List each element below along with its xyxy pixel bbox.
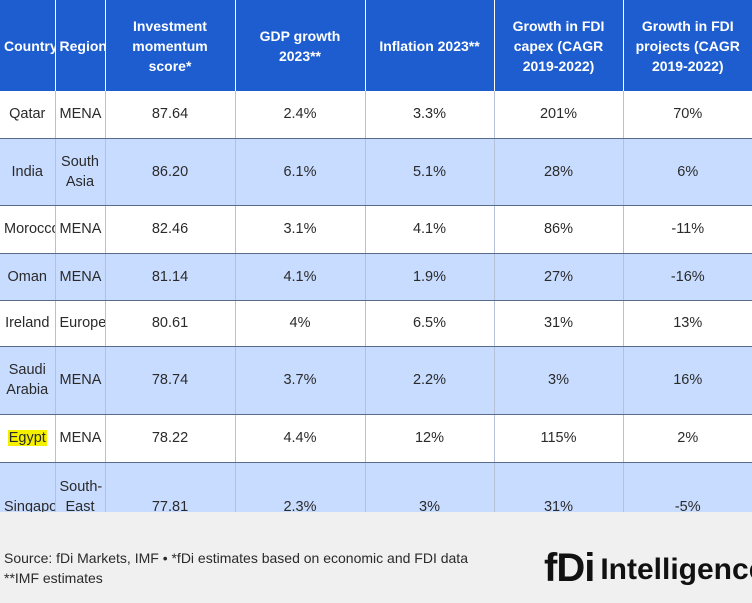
cell-gdp: 2.4% bbox=[235, 91, 366, 139]
cell-capex: 31% bbox=[494, 300, 624, 347]
cell-country: Qatar bbox=[0, 91, 56, 139]
cell-projects: 6% bbox=[623, 138, 752, 206]
cell-region: Europe bbox=[55, 300, 106, 347]
cell-gdp: 4.4% bbox=[235, 414, 366, 463]
cell-score: 81.14 bbox=[105, 253, 236, 301]
fdi-intelligence-logo: fDi Intelligence bbox=[544, 542, 752, 588]
cell-capex: 3% bbox=[494, 346, 624, 415]
cell-inflation: 12% bbox=[365, 414, 495, 463]
cell-inflation: 1.9% bbox=[365, 253, 495, 301]
cell-gdp: 2.3% bbox=[235, 462, 366, 512]
cell-score: 87.64 bbox=[105, 91, 236, 139]
cell-score: 80.61 bbox=[105, 300, 236, 347]
estimates-note: **IMF estimates bbox=[4, 570, 103, 586]
cell-capex: 27% bbox=[494, 253, 624, 301]
cell-inflation: 4.1% bbox=[365, 205, 495, 254]
table-row: India South Asia 86.20 6.1% 5.1% 28% 6% bbox=[0, 138, 752, 206]
cell-inflation: 3.3% bbox=[365, 91, 495, 139]
cell-gdp: 4.1% bbox=[235, 253, 366, 301]
source-note: Source: fDi Markets, IMF • *fDi estimate… bbox=[4, 548, 514, 588]
cell-region: MENA bbox=[55, 91, 106, 139]
header-investment-score: Investment momentum score* bbox=[105, 0, 236, 91]
header-fdi-projects-growth: Growth in FDI projects (CAGR 2019-2022) bbox=[623, 0, 752, 91]
cell-score: 77.81 bbox=[105, 462, 236, 512]
cell-projects: 2% bbox=[623, 414, 752, 463]
cell-country: Oman bbox=[0, 253, 56, 301]
cell-inflation: 3% bbox=[365, 462, 495, 512]
source-line: Source: fDi Markets, IMF • *fDi estimate… bbox=[4, 550, 468, 566]
cell-capex: 28% bbox=[494, 138, 624, 206]
cell-region: MENA bbox=[55, 414, 106, 463]
cell-capex: 201% bbox=[494, 91, 624, 139]
cell-country: Singapore bbox=[0, 462, 56, 512]
cell-score: 86.20 bbox=[105, 138, 236, 206]
logo-mark: fDi bbox=[544, 546, 595, 590]
cell-country: Morocco bbox=[0, 205, 56, 254]
table-row: Egypt MENA 78.22 4.4% 12% 115% 2% bbox=[0, 414, 752, 463]
table-row: Morocco MENA 82.46 3.1% 4.1% 86% -11% bbox=[0, 205, 752, 254]
table-row: Oman MENA 81.14 4.1% 1.9% 27% -16% bbox=[0, 253, 752, 301]
cell-score: 82.46 bbox=[105, 205, 236, 254]
header-region: Region bbox=[55, 0, 106, 91]
ranking-table-viewport: Country Region Investment momentum score… bbox=[0, 0, 752, 512]
cell-projects: 16% bbox=[623, 346, 752, 415]
ranking-table: Country Region Investment momentum score… bbox=[0, 0, 752, 512]
header-country: Country bbox=[0, 0, 56, 91]
table-row: Ireland Europe 80.61 4% 6.5% 31% 13% bbox=[0, 300, 752, 347]
footer: Source: fDi Markets, IMF • *fDi estimate… bbox=[0, 512, 752, 603]
cell-country: India bbox=[0, 138, 56, 206]
cell-region: South-East Asia bbox=[55, 462, 106, 512]
cell-projects: -11% bbox=[623, 205, 752, 254]
cell-projects: -16% bbox=[623, 253, 752, 301]
cell-gdp: 4% bbox=[235, 300, 366, 347]
cell-inflation: 5.1% bbox=[365, 138, 495, 206]
header-fdi-capex-growth: Growth in FDI capex (CAGR 2019-2022) bbox=[494, 0, 624, 91]
cell-country: Saudi Arabia bbox=[0, 346, 56, 415]
cell-score: 78.22 bbox=[105, 414, 236, 463]
cell-gdp: 6.1% bbox=[235, 138, 366, 206]
cell-gdp: 3.1% bbox=[235, 205, 366, 254]
header-inflation: Inflation 2023** bbox=[365, 0, 495, 91]
logo-wordmark: Intelligence bbox=[600, 553, 752, 586]
cell-country: Ireland bbox=[0, 300, 56, 347]
cell-projects: -5% bbox=[623, 462, 752, 512]
cell-inflation: 6.5% bbox=[365, 300, 495, 347]
table-row: Singapore South-East Asia 77.81 2.3% 3% … bbox=[0, 462, 752, 512]
cell-region: MENA bbox=[55, 346, 106, 415]
highlighted-country: Egypt bbox=[7, 430, 47, 446]
cell-capex: 86% bbox=[494, 205, 624, 254]
cell-region: MENA bbox=[55, 253, 106, 301]
cell-region: MENA bbox=[55, 205, 106, 254]
cell-country: Egypt bbox=[0, 414, 56, 463]
table-header-row: Country Region Investment momentum score… bbox=[0, 0, 752, 91]
header-gdp-growth: GDP growth 2023** bbox=[235, 0, 366, 91]
cell-inflation: 2.2% bbox=[365, 346, 495, 415]
cell-region: South Asia bbox=[55, 138, 106, 206]
cell-projects: 70% bbox=[623, 91, 752, 139]
cell-capex: 31% bbox=[494, 462, 624, 512]
cell-gdp: 3.7% bbox=[235, 346, 366, 415]
table-row: Saudi Arabia MENA 78.74 3.7% 2.2% 3% 16% bbox=[0, 346, 752, 415]
table-row: Qatar MENA 87.64 2.4% 3.3% 201% 70% bbox=[0, 91, 752, 139]
cell-score: 78.74 bbox=[105, 346, 236, 415]
cell-projects: 13% bbox=[623, 300, 752, 347]
cell-capex: 115% bbox=[494, 414, 624, 463]
